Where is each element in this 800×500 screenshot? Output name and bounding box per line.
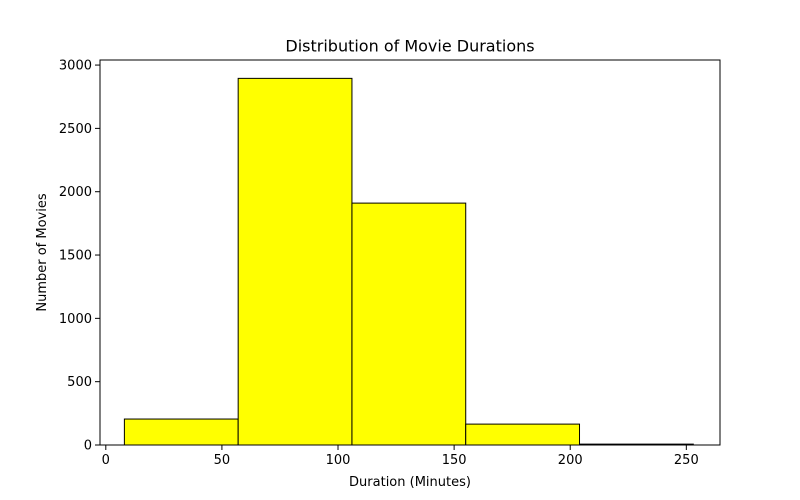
- x-tick-label: 250: [674, 453, 699, 468]
- y-axis-label: Number of Movies: [35, 193, 50, 311]
- chart-title: Distribution of Movie Durations: [285, 37, 534, 56]
- histogram-bar-3: [351, 202, 467, 446]
- x-tick-label: 0: [102, 453, 110, 468]
- y-tick-label: 2500: [59, 122, 92, 137]
- x-tick-label: 200: [558, 453, 583, 468]
- y-tick-label: 3000: [59, 59, 92, 74]
- y-tick-label: 0: [84, 439, 92, 454]
- histogram-bar-1: [123, 418, 239, 446]
- plot-frame: [99, 59, 721, 446]
- x-axis-label: Duration (Minutes): [349, 475, 471, 490]
- y-tick-label: 2000: [59, 185, 92, 200]
- x-tick-label: 50: [214, 453, 231, 468]
- bars-group: [123, 77, 694, 446]
- y-tick-label: 500: [67, 375, 92, 390]
- histogram-bar-2: [237, 77, 353, 446]
- x-axis-ticks: 0 50 100 150 200 250: [102, 445, 699, 468]
- y-axis-ticks: 0 500 1000 1500 2000 2500 3000: [59, 59, 100, 454]
- x-tick-label: 100: [326, 453, 351, 468]
- y-tick-label: 1000: [59, 312, 92, 327]
- x-tick-label: 150: [442, 453, 467, 468]
- y-tick-label: 1500: [59, 249, 92, 264]
- histogram-bar-4: [465, 423, 581, 446]
